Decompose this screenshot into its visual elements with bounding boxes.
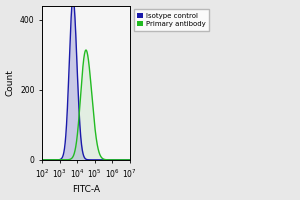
Legend: Isotype control, Primary antibody: Isotype control, Primary antibody (134, 9, 209, 31)
X-axis label: FITC-A: FITC-A (72, 185, 100, 194)
Y-axis label: Count: Count (6, 69, 15, 96)
